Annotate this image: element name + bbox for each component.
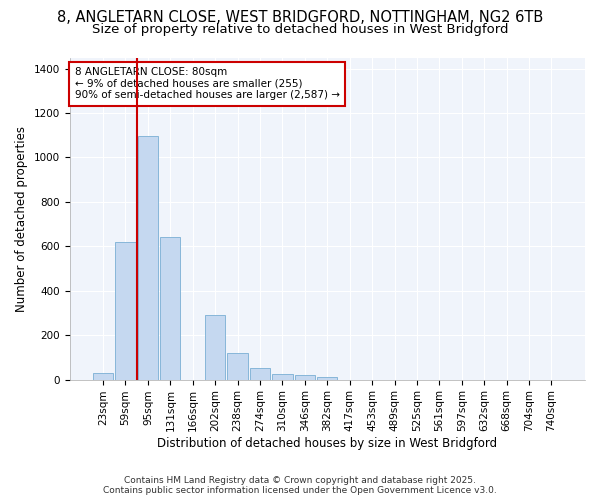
Bar (227, 353, 248, 380)
X-axis label: Distribution of detached houses by size in West Bridgford: Distribution of detached houses by size … (157, 437, 497, 450)
Bar (272, 374, 293, 380)
Bar (205, 315, 225, 380)
Text: 8 ANGLETARN CLOSE: 80sqm
← 9% of detached houses are smaller (255)
90% of semi-d: 8 ANGLETARN CLOSE: 80sqm ← 9% of detache… (74, 67, 340, 100)
Text: Contains HM Land Registry data © Crown copyright and database right 2025.
Contai: Contains HM Land Registry data © Crown c… (103, 476, 497, 495)
Y-axis label: Number of detached properties: Number of detached properties (15, 126, 28, 312)
Bar (250, 368, 270, 380)
Text: 8, ANGLETARN CLOSE, WEST BRIDGFORD, NOTTINGHAM, NG2 6TB: 8, ANGLETARN CLOSE, WEST BRIDGFORD, NOTT… (57, 10, 543, 25)
Bar (138, 136, 158, 380)
Bar (160, 238, 181, 380)
Text: Size of property relative to detached houses in West Bridgford: Size of property relative to detached ho… (92, 22, 508, 36)
Bar (115, 242, 136, 380)
Bar (317, 378, 337, 380)
Bar (93, 373, 113, 380)
Bar (295, 375, 315, 380)
